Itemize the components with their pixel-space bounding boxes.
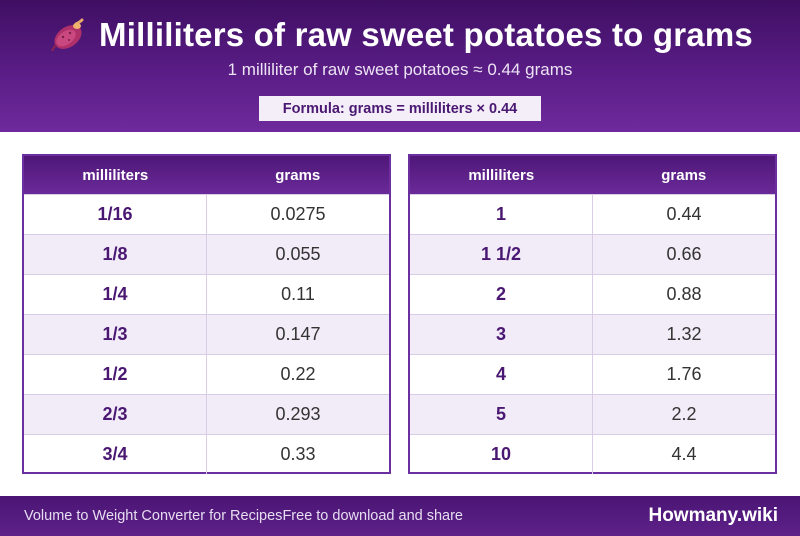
page-title: Milliliters of raw sweet potatoes to gra… [99, 16, 753, 53]
milliliters-cell: 1/8 [24, 235, 207, 274]
table-row: 1 1/2 0.66 [410, 234, 775, 274]
milliliters-cell: 1 [410, 195, 593, 234]
conversion-table-right: milliliters grams 1 0.44 1 1/2 0.66 2 0.… [408, 154, 777, 474]
milliliters-cell: 5 [410, 395, 593, 434]
grams-cell: 0.147 [275, 324, 321, 344]
grams-cell: 0.11 [281, 284, 315, 304]
milliliters-cell: 10 [410, 435, 593, 474]
milliliters-cell: 1/4 [24, 275, 207, 314]
table-row: 2/3 0.293 [24, 394, 389, 434]
grams-cell: 0.0275 [270, 204, 326, 224]
table-row: 1/8 0.055 [24, 234, 389, 274]
table-row: 1 0.44 [410, 194, 775, 234]
milliliters-cell: 1/2 [24, 355, 207, 394]
sweet-potato-icon [51, 18, 84, 52]
milliliters-cell: 2 [410, 275, 593, 314]
table-row: 1/4 0.11 [24, 274, 389, 314]
table-row: 3/4 0.33 [24, 434, 389, 474]
grams-cell: 1.32 [666, 324, 702, 344]
footer: Volume to Weight Converter for Recipes F… [0, 496, 800, 536]
grams-cell: 1.76 [666, 364, 702, 384]
title-row: Milliliters of raw sweet potatoes to gra… [0, 12, 800, 58]
table-row: 5 2.2 [410, 394, 775, 434]
column-header-grams: grams [661, 166, 707, 184]
formula-box: Formula: grams = milliliters × 0.44 [259, 96, 541, 121]
table-header: milliliters grams [410, 156, 775, 194]
grams-cell: 0.293 [275, 404, 321, 424]
grams-cell: 0.22 [280, 364, 316, 384]
conversion-subtitle: 1 milliliter of raw sweet potatoes ≈ 0.4… [227, 60, 573, 79]
grams-cell: 0.055 [275, 244, 321, 264]
brand-logo-text[interactable]: Howmany.wiki [648, 505, 778, 526]
grams-cell: 0.44 [666, 204, 702, 224]
table-header: milliliters grams [24, 156, 389, 194]
table-row: 1/16 0.0275 [24, 194, 389, 234]
column-header-grams: grams [275, 166, 321, 184]
grams-cell: 0.33 [280, 444, 316, 464]
column-header-milliliters: milliliters [468, 166, 535, 184]
table-row: 10 4.4 [410, 434, 775, 474]
conversion-table-left: milliliters grams 1/16 0.0275 1/8 0.055 … [22, 154, 391, 474]
grams-cell: 4.4 [671, 444, 697, 464]
table-row: 3 1.32 [410, 314, 775, 354]
milliliters-cell: 4 [410, 355, 593, 394]
milliliters-cell: 1/16 [24, 195, 207, 234]
milliliters-cell: 1/3 [24, 315, 207, 354]
grams-cell: 2.2 [671, 404, 697, 424]
footer-converter-label: Volume to Weight Converter for Recipes [24, 508, 283, 524]
milliliters-cell: 2/3 [24, 395, 207, 434]
table-row: 1/2 0.22 [24, 354, 389, 394]
milliliters-cell: 3/4 [24, 435, 207, 474]
milliliters-cell: 3 [410, 315, 593, 354]
header: Milliliters of raw sweet potatoes to gra… [0, 0, 800, 132]
table-row: 4 1.76 [410, 354, 775, 394]
grams-cell: 0.88 [666, 284, 702, 304]
table-row: 1/3 0.147 [24, 314, 389, 354]
milliliters-cell: 1 1/2 [410, 235, 593, 274]
table-row: 2 0.88 [410, 274, 775, 314]
column-header-milliliters: milliliters [82, 166, 149, 184]
grams-cell: 0.66 [666, 244, 702, 264]
footer-share-label: Free to download and share [282, 508, 464, 524]
